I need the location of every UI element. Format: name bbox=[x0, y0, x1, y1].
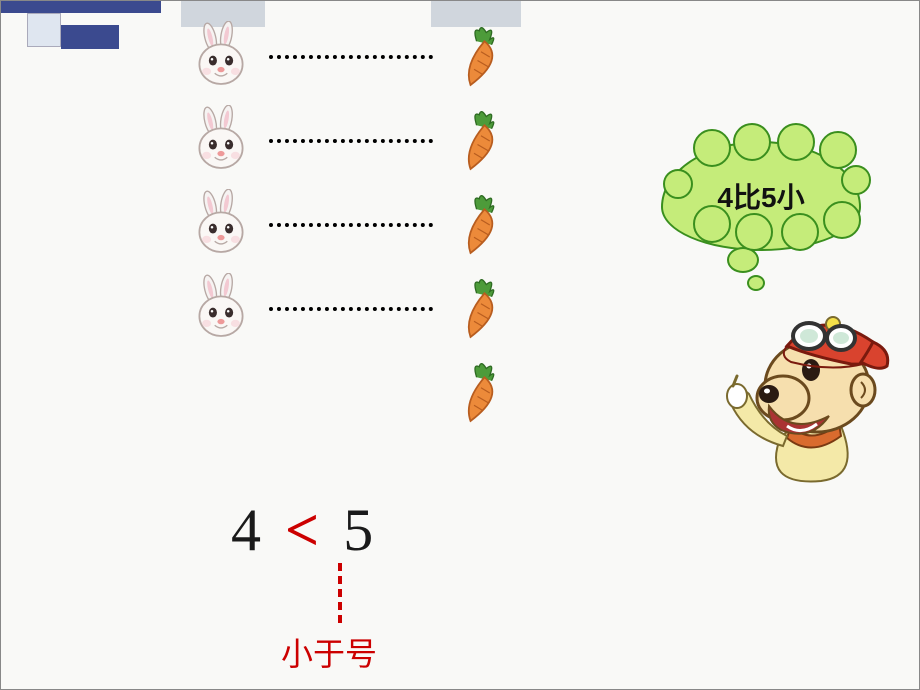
pair-row bbox=[181, 185, 521, 265]
extra-row bbox=[181, 353, 521, 433]
match-dots bbox=[269, 307, 433, 311]
match-dots bbox=[269, 223, 433, 227]
carrot-icon bbox=[441, 101, 521, 181]
rabbit-icon bbox=[181, 269, 261, 349]
pair-row bbox=[181, 101, 521, 181]
left-value: 4 bbox=[231, 496, 261, 565]
cartoon-character bbox=[691, 286, 891, 486]
operator-label: 小于号 bbox=[281, 629, 377, 675]
corner-decoration bbox=[1, 1, 161, 61]
less-than-symbol: < bbox=[285, 496, 319, 565]
rabbit-icon bbox=[181, 17, 261, 97]
carrot-icon bbox=[441, 17, 521, 97]
pair-row bbox=[181, 269, 521, 349]
rabbit-icon bbox=[181, 101, 261, 181]
bubble-text: 4比5小 bbox=[717, 176, 804, 216]
match-dots bbox=[269, 55, 433, 59]
carrot-icon bbox=[441, 185, 521, 265]
thought-bubble: 4比5小 bbox=[661, 141, 861, 251]
match-dots bbox=[269, 139, 433, 143]
pair-row bbox=[181, 17, 521, 97]
pointer-line bbox=[338, 563, 342, 623]
rabbit-icon bbox=[181, 185, 261, 265]
right-value: 5 bbox=[343, 496, 373, 565]
carrot-icon bbox=[441, 353, 521, 433]
carrot-icon bbox=[441, 269, 521, 349]
equation: 4 < 5 bbox=[231, 496, 373, 565]
